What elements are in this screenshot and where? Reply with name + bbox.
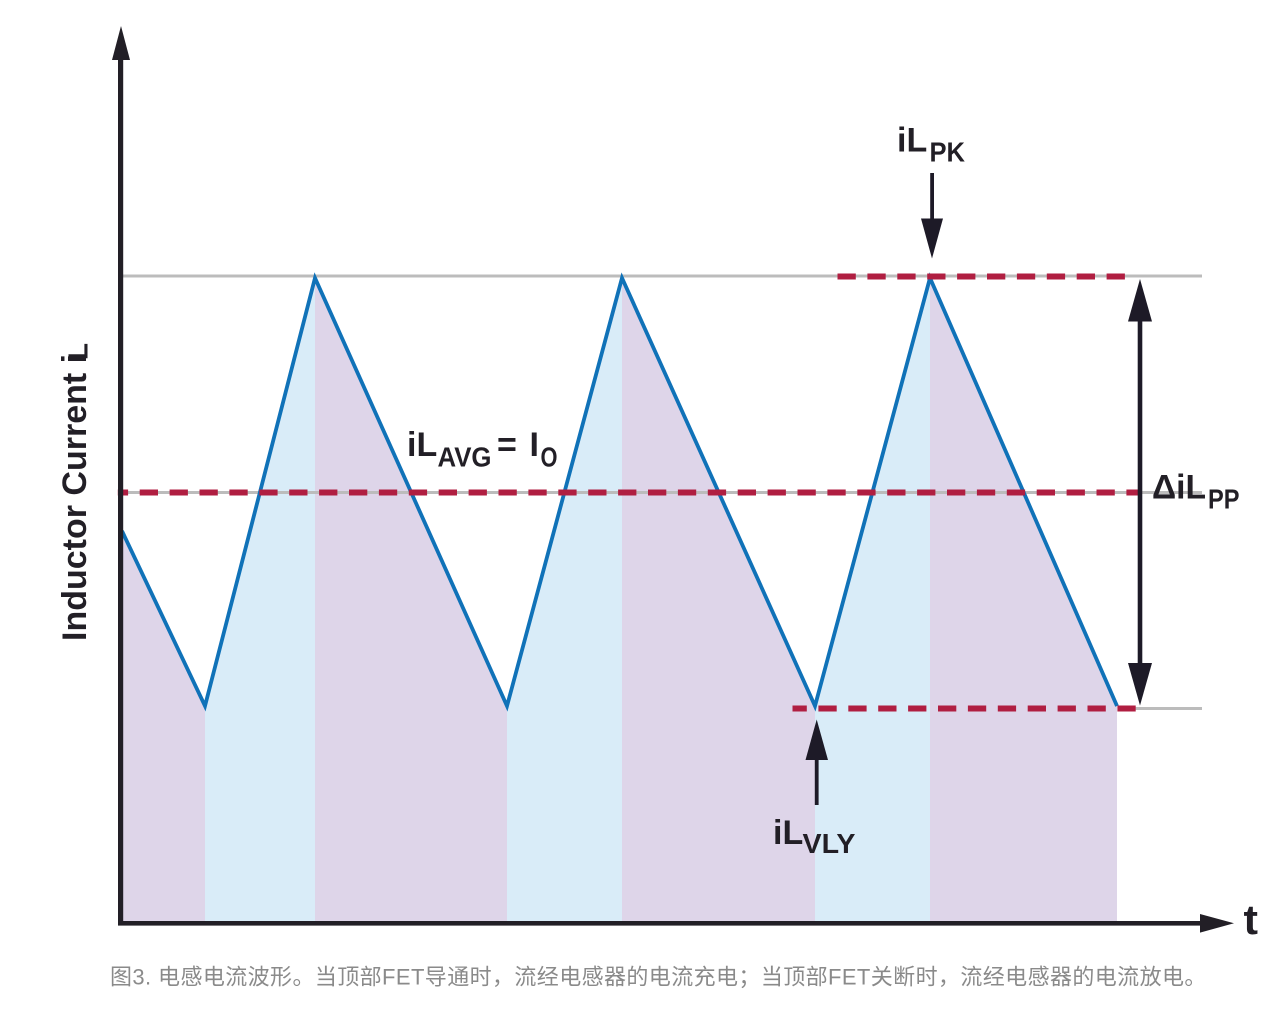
svg-text:L: L xyxy=(63,343,94,360)
svg-text:Inductor Current i: Inductor Current i xyxy=(56,354,94,641)
svg-text:t: t xyxy=(1244,896,1259,943)
svg-text:VLY: VLY xyxy=(803,828,856,859)
svg-text:PP: PP xyxy=(1208,484,1240,515)
svg-text:PK: PK xyxy=(930,137,966,168)
svg-text:=: = xyxy=(497,426,517,464)
svg-text:iL: iL xyxy=(773,814,803,852)
svg-text:iL: iL xyxy=(897,122,927,160)
svg-text:iL: iL xyxy=(407,426,437,464)
svg-text:AVG: AVG xyxy=(438,442,492,473)
svg-text:ΔiL: ΔiL xyxy=(1152,469,1206,507)
svg-text:图3. 电感电流波形。当顶部FET导通时，流经电感器的电流充: 图3. 电感电流波形。当顶部FET导通时，流经电感器的电流充电；当顶部FET关断… xyxy=(110,965,1207,990)
svg-text:I: I xyxy=(530,426,539,464)
svg-text:O: O xyxy=(541,442,558,473)
